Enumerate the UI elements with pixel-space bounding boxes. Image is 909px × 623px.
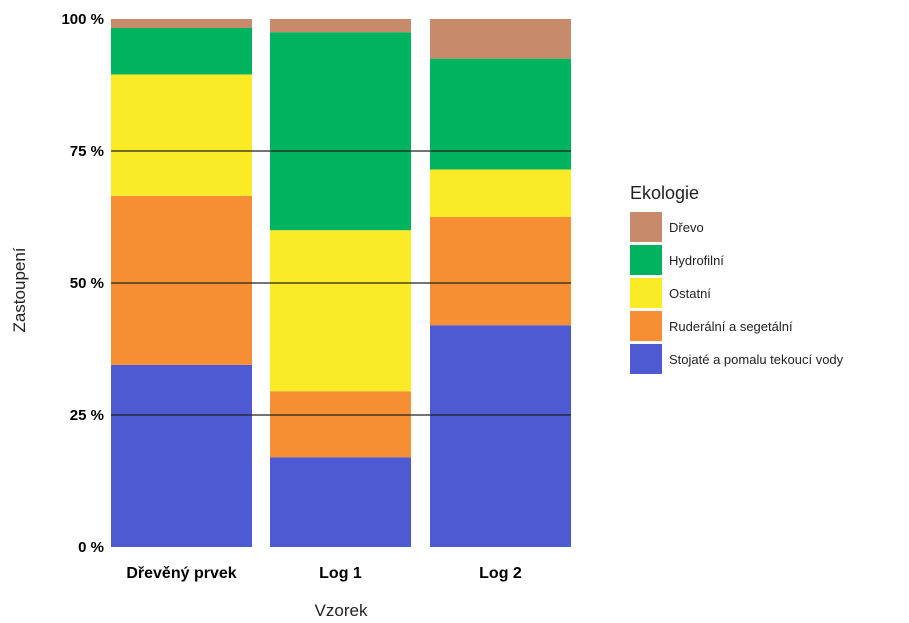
- bar-segment-log-2-drevo: [430, 19, 571, 59]
- legend: Ekologie Dřevo Hydrofilní Ostatní Ruderální…: [630, 183, 844, 374]
- legend-items: Dřevo Hydrofilní Ostatní Ruderální a segetá…: [630, 212, 844, 374]
- legend-label-drevo: Dřevo: [669, 220, 704, 235]
- bar-segment-dreveny-prvek-hydrofilni: [111, 27, 252, 75]
- legend-label-stojate-a-pomalu-tekouci-vody: Stojaté a pomalu tekoucí vody: [669, 352, 844, 367]
- y-axis-title: Zastoupení: [10, 247, 29, 332]
- legend-label-ruderalni-a-segetalni: Ruderální a segetální: [669, 319, 793, 334]
- bar-segment-dreveny-prvek-ostatni: [111, 74, 252, 196]
- bar-segment-dreveny-prvek-stojate-a-pomalu-tekouci-vody: [111, 364, 252, 547]
- x-tick-label-log-2: Log 2: [479, 565, 522, 582]
- bar-segment-log-1-stojate-a-pomalu-tekouci-vody: [270, 457, 411, 547]
- y-tick-labels: 0 % 25 % 50 % 75 % 100 %: [61, 11, 104, 556]
- bar-segment-log-2-stojate-a-pomalu-tekouci-vody: [430, 325, 571, 547]
- legend-label-ostatni: Ostatní: [669, 286, 711, 301]
- bar-segment-log-1-ostatni: [270, 230, 411, 392]
- bar-segment-dreveny-prvek-drevo: [111, 19, 252, 28]
- bar-segment-log-2-hydrofilni: [430, 58, 571, 170]
- x-axis-title: Vzorek: [315, 601, 368, 620]
- legend-label-hydrofilni: Hydrofilní: [669, 253, 724, 268]
- bar-segment-log-1-hydrofilni: [270, 32, 411, 231]
- legend-swatch-hydrofilni: [630, 245, 662, 275]
- gridlines-layer: [111, 150, 571, 416]
- legend-title: Ekologie: [630, 183, 699, 203]
- bar-segment-log-2-ruderalni-a-segetalni: [430, 217, 571, 326]
- legend-swatch-stojate-a-pomalu-tekouci-vody: [630, 344, 662, 374]
- x-tick-label-dreveny-prvek: Dřevěný prvek: [126, 565, 236, 582]
- legend-swatch-drevo: [630, 212, 662, 242]
- y-tick-label-0: 0 %: [78, 539, 104, 556]
- x-tick-label-log-1: Log 1: [319, 565, 362, 582]
- x-tick-labels: Dřevěný prvek Log 1 Log 2: [126, 565, 522, 582]
- y-tick-label-50: 50 %: [70, 275, 104, 292]
- bar-segment-dreveny-prvek-ruderalni-a-segetalni: [111, 195, 252, 365]
- bar-segment-log-1-drevo: [270, 19, 411, 33]
- y-tick-label-75: 75 %: [70, 143, 104, 160]
- legend-swatch-ruderalni-a-segetalni: [630, 311, 662, 341]
- legend-swatch-ostatni: [630, 278, 662, 308]
- y-tick-label-25: 25 %: [70, 407, 104, 424]
- bar-segment-log-2-ostatni: [430, 169, 571, 217]
- y-tick-label-100: 100 %: [61, 11, 104, 28]
- bar-segment-log-1-ruderalni-a-segetalni: [270, 391, 411, 458]
